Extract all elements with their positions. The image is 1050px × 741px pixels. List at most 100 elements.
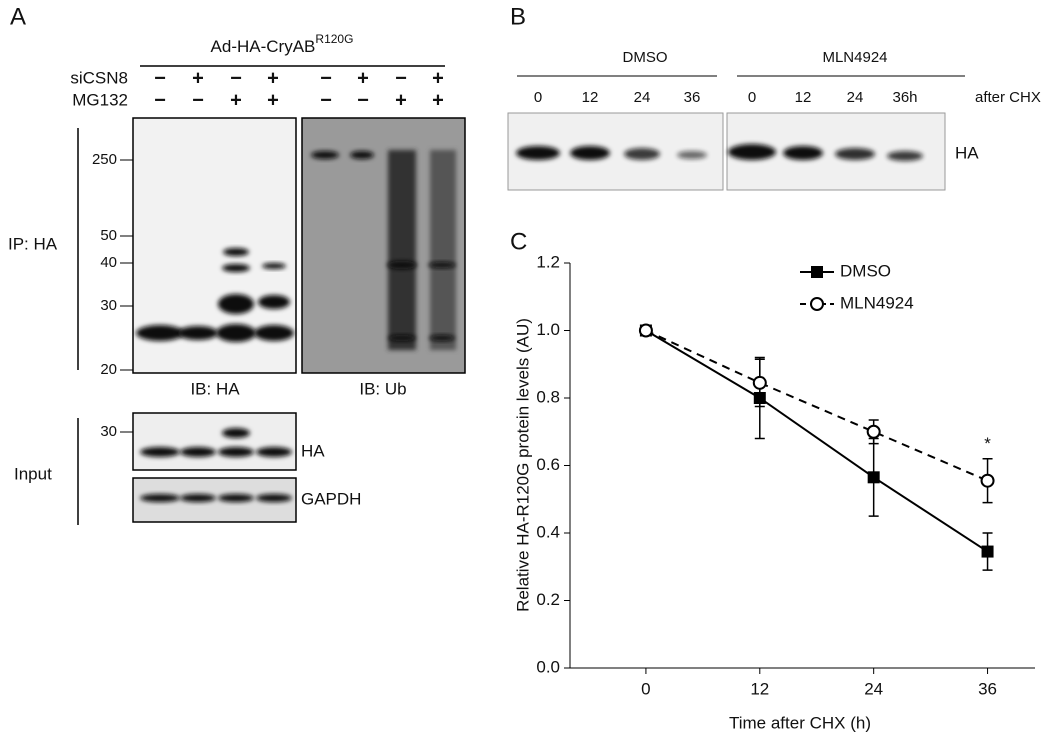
sign: − (320, 67, 332, 89)
y-axis-title: Relative HA-R120G protein levels (AU) (513, 318, 532, 612)
data-point (638, 323, 653, 338)
bands (140, 428, 292, 502)
band (254, 325, 294, 341)
chart: Relative HA-R120G protein levels (AU) Ti… (513, 252, 1035, 732)
x-tick-label: 0 (641, 679, 650, 698)
band (180, 494, 216, 502)
input-label: Input (14, 464, 52, 483)
time-label: 0 (534, 89, 542, 106)
band (218, 447, 254, 457)
blot-label: IB: HA (190, 379, 240, 398)
band (624, 148, 660, 160)
sign: + (432, 89, 444, 111)
band (218, 494, 254, 502)
sign: − (357, 89, 369, 111)
band (429, 335, 455, 341)
smear (430, 150, 456, 350)
time-labels: 0 12 24 36 0 12 24 36h (534, 89, 918, 106)
legend-marker (810, 297, 824, 311)
y-tick-label: 0.8 (536, 387, 560, 406)
mw-label: 20 (100, 361, 117, 378)
mw-label: 30 (100, 423, 117, 440)
x-tick-label: 24 (864, 679, 883, 698)
sign: − (230, 67, 242, 89)
x-tick-label: 36 (978, 679, 997, 698)
series-line (645, 329, 988, 482)
sign: − (192, 89, 204, 111)
band (262, 263, 286, 269)
data-point (867, 471, 880, 484)
y-tick-label: 1.0 (536, 320, 560, 339)
construct: Ad-HA-CryABR120G (211, 32, 354, 56)
construct-superscript: R120G (315, 32, 353, 46)
mw-label: 250 (92, 151, 117, 168)
sign: + (267, 89, 279, 111)
sign: − (320, 89, 332, 111)
band (728, 144, 776, 160)
band (178, 326, 218, 340)
panel-label: B (510, 3, 526, 30)
y-tick-label: 0.0 (536, 657, 560, 676)
band (222, 428, 250, 438)
band (677, 151, 707, 159)
sign: − (154, 89, 166, 111)
group-label: MLN4924 (822, 49, 887, 66)
time-label: 24 (847, 89, 864, 106)
time-label: 12 (795, 89, 812, 106)
band (256, 447, 292, 457)
data-point (752, 375, 767, 390)
panel-label: C (510, 228, 527, 255)
band (887, 151, 923, 161)
time-label: 12 (582, 89, 599, 106)
mw-label: 30 (100, 297, 117, 314)
band (428, 262, 456, 268)
blot-label: HA (301, 441, 325, 460)
sign: − (154, 67, 166, 89)
sign: + (395, 89, 407, 111)
data-point (981, 545, 994, 558)
data-point (866, 424, 881, 439)
x-tick-label: 12 (750, 679, 769, 698)
band (311, 151, 339, 159)
legend-label: MLN4924 (840, 293, 914, 312)
bands (136, 150, 456, 350)
band (180, 447, 216, 457)
y-tick-label: 0.4 (536, 522, 560, 541)
band (218, 294, 254, 314)
data-point (980, 473, 995, 488)
mw-markers: 250 50 40 30 20 (92, 151, 133, 378)
time-caption: after CHX (975, 89, 1041, 106)
band (570, 146, 610, 160)
row-label: siCSN8 (70, 68, 128, 87)
series-line (645, 329, 989, 553)
blot (132, 412, 297, 471)
band (388, 335, 416, 341)
legend-label: DMSO (840, 261, 891, 280)
band (140, 447, 180, 457)
bands (516, 144, 923, 161)
band (783, 146, 823, 160)
mw-ticks (120, 159, 133, 371)
blot-label: IB: Ub (359, 379, 406, 398)
time-label: 0 (748, 89, 756, 106)
group-label: DMSO (623, 49, 668, 66)
construct-name: Ad-HA-CryAB (211, 37, 316, 56)
y-tick-label: 0.2 (536, 590, 560, 609)
time-label: 36 (684, 89, 701, 106)
signs: − + − + − + − +− − + + − − + + (154, 67, 444, 111)
legend-marker (811, 266, 823, 278)
band (516, 146, 560, 160)
blot-label: GAPDH (301, 489, 361, 508)
band (350, 151, 374, 159)
y-tick-label: 1.2 (536, 252, 560, 271)
band (387, 261, 417, 269)
sign: + (432, 67, 444, 89)
ip-label: IP: HA (8, 234, 58, 253)
row-label: MG132 (72, 90, 128, 109)
band (216, 324, 256, 342)
smear (388, 150, 416, 350)
band (140, 494, 180, 502)
sign: + (357, 67, 369, 89)
band (136, 325, 184, 341)
